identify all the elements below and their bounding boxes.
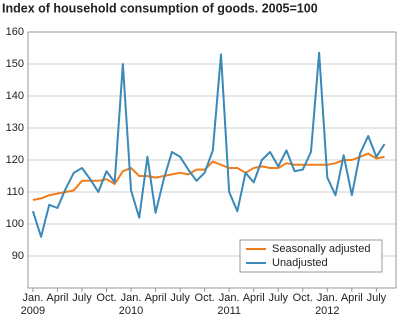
x-tick-label: April bbox=[145, 292, 167, 304]
x-tick-label: Jan. bbox=[23, 292, 44, 304]
legend-label: Seasonally adjusted bbox=[272, 243, 370, 255]
x-tick-label: April bbox=[46, 292, 68, 304]
x-tick-label: April bbox=[243, 292, 265, 304]
x-tick-label: Jan. bbox=[219, 292, 240, 304]
x-year-label: 2011 bbox=[217, 305, 241, 317]
y-tick-label: 140 bbox=[6, 90, 24, 102]
y-tick-label: 100 bbox=[6, 218, 24, 230]
x-tick-label: Jan. bbox=[121, 292, 142, 304]
x-tick-label: July bbox=[367, 292, 387, 304]
x-tick-label: April bbox=[341, 292, 363, 304]
x-tick-label: Oct. bbox=[293, 292, 313, 304]
y-tick-label: 110 bbox=[6, 186, 24, 198]
legend-label: Unadjusted bbox=[272, 257, 328, 269]
chart-title: Index of household consumption of goods.… bbox=[2, 1, 318, 15]
x-year-label: 2012 bbox=[315, 305, 339, 317]
y-tick-label: 90 bbox=[12, 250, 24, 262]
x-tick-label: July bbox=[170, 292, 190, 304]
x-tick-label: Oct. bbox=[96, 292, 116, 304]
series-line bbox=[31, 51, 386, 238]
x-year-label: 2010 bbox=[119, 305, 143, 317]
x-tick-label: Oct. bbox=[195, 292, 215, 304]
y-tick-label: 130 bbox=[6, 122, 24, 134]
x-tick-label: July bbox=[268, 292, 288, 304]
legend-box bbox=[239, 239, 383, 273]
x-tick-label: Jan. bbox=[317, 292, 338, 304]
y-tick-label: 150 bbox=[6, 58, 24, 70]
x-tick-label: July bbox=[72, 292, 92, 304]
y-tick-label: 120 bbox=[6, 154, 24, 166]
x-year-label: 2009 bbox=[21, 305, 45, 317]
y-tick-label: 160 bbox=[6, 26, 24, 38]
plot-frame bbox=[27, 31, 397, 289]
